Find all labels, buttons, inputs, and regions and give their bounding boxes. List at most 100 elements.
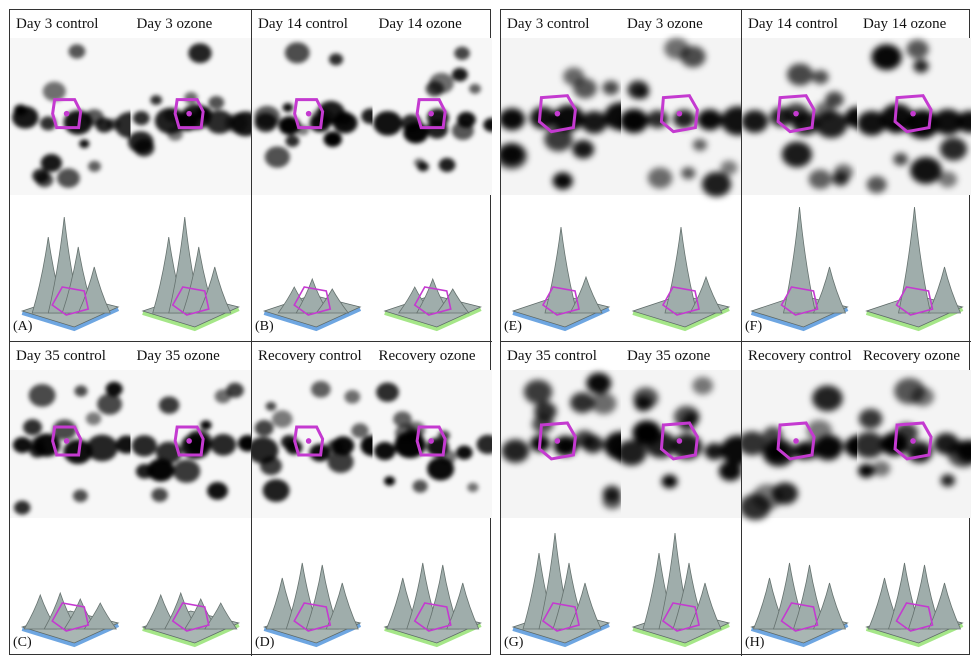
spot-outline: [893, 421, 933, 461]
panel-g: Day 35 control Day 35 ozone (G): [501, 341, 741, 656]
gel-spot: [332, 112, 358, 134]
gel-spot: [252, 437, 279, 464]
spot-outline: [537, 94, 577, 134]
gel-spot: [602, 492, 623, 510]
gel-spot: [771, 482, 799, 505]
gel-spot: [692, 376, 714, 395]
gel-spot: [105, 381, 123, 397]
gel-spot: [939, 137, 968, 161]
gel-spot: [85, 412, 102, 426]
surface-plot: [511, 226, 611, 332]
gel-spot: [12, 437, 32, 454]
gel-spot: [467, 482, 479, 493]
control-label: Day 14 control: [258, 16, 348, 33]
gel-spot: [523, 379, 553, 405]
gel-spot: [483, 117, 492, 132]
panel-letter: (H): [745, 635, 765, 650]
gel-spot: [681, 167, 696, 180]
gel-spot: [647, 167, 673, 189]
surface-peak: [544, 226, 578, 314]
spot-marker: [305, 110, 312, 117]
gel-spot: [132, 110, 150, 126]
surface-plot: [383, 562, 482, 648]
gel-spot: [200, 420, 212, 430]
gel-spot: [311, 380, 331, 398]
gel-spot: [501, 439, 530, 463]
gel-spot: [704, 443, 725, 461]
control-label: Day 35 control: [507, 348, 597, 365]
gel-spot: [812, 70, 829, 85]
spot-outline: [51, 98, 83, 130]
surface-plot: [750, 206, 849, 332]
surface-outline: [661, 602, 700, 632]
surface-outline: [541, 286, 580, 316]
gel-spot: [832, 171, 849, 187]
surface-peak: [664, 226, 698, 314]
gel-spot: [590, 392, 617, 415]
gel-spot: [88, 160, 101, 172]
gel-spot: [351, 423, 369, 439]
gel-spot: [451, 67, 468, 82]
figure-group-right: Day 3 control Day 3 ozone (E) Day 14 contro…: [500, 9, 971, 656]
gel-spot: [893, 152, 909, 166]
gel-spot: [97, 393, 123, 415]
spot-outline: [537, 421, 577, 461]
surface-plot: [383, 277, 482, 332]
surface-peak: [203, 602, 238, 630]
gel-spot: [12, 106, 39, 129]
gel-spot: [634, 396, 653, 412]
gel-spot: [720, 106, 741, 136]
spot-marker: [186, 110, 192, 117]
surface-outline: [895, 286, 934, 316]
gel-spot: [131, 435, 157, 457]
surface-outline: [171, 602, 210, 632]
spot-outline: [776, 421, 816, 461]
gel-spot: [285, 135, 300, 147]
gel-spot: [373, 110, 403, 136]
gel-spot: [147, 458, 175, 482]
figure-group-left: Day 3 control Day 3 ozone (A) Day 14 contro…: [9, 9, 492, 656]
surface-peak: [435, 288, 470, 314]
gel-spot: [284, 42, 310, 64]
panel-a: Day 3 control Day 3 ozone (A): [10, 10, 251, 341]
gel-spot: [172, 459, 201, 483]
gel-spot: [857, 110, 887, 136]
gel-spot: [74, 385, 88, 397]
gel-image: [372, 370, 492, 518]
surface-plot: [141, 216, 240, 332]
gel-spot: [581, 111, 608, 134]
gel-image: [252, 38, 380, 195]
ozone-label: Day 14 ozone: [378, 16, 462, 33]
spot-outline: [293, 98, 325, 130]
spot-marker: [676, 438, 683, 444]
gel-spot: [13, 500, 31, 515]
spot-marker: [63, 438, 70, 444]
ozone-label: Day 14 ozone: [863, 16, 947, 33]
surface-outline: [895, 602, 934, 632]
surface-peak: [783, 206, 816, 314]
surface-plot: [20, 216, 120, 332]
gel-image: [619, 37, 741, 197]
panel-d: Recovery control Recovery ozone (D): [251, 341, 492, 656]
gel-spot: [323, 131, 342, 148]
gel-spot: [932, 109, 964, 135]
gel-spot: [374, 441, 396, 461]
surface-peak: [927, 582, 962, 630]
panel-f: Day 14 control Day 14 ozone (F): [741, 10, 971, 341]
gel-spot: [206, 481, 228, 500]
control-label: Day 35 control: [16, 348, 106, 365]
gel-spot: [254, 112, 278, 133]
panel-letter: (E): [504, 319, 522, 334]
gel-image: [252, 370, 386, 518]
gel-spot: [956, 110, 971, 133]
gel-spot: [158, 396, 180, 414]
surface-outline: [780, 286, 819, 316]
control-label: Recovery control: [748, 348, 852, 365]
spot-marker: [554, 110, 561, 117]
gel-spot: [812, 385, 843, 412]
gel-spot: [720, 160, 738, 176]
surface-plot: [262, 562, 362, 648]
gel-spot: [570, 392, 595, 414]
gel-spot: [95, 117, 114, 133]
surface-outline: [171, 286, 210, 316]
